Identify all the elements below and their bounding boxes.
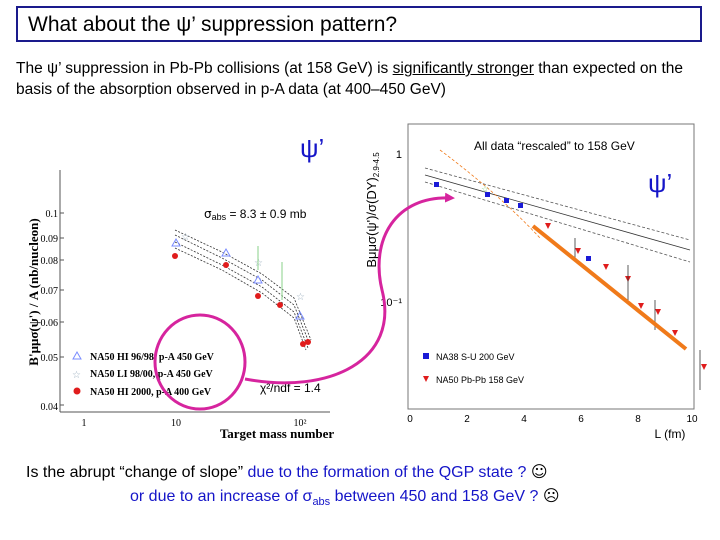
footer-line-2: or due to an increase of σabs between 45…	[130, 486, 560, 508]
left-legend-label: NA50 HI 96/98, p-A 450 GeV	[90, 352, 215, 363]
legend-dot-marker	[73, 387, 81, 395]
right-plot: Bμμσ(ψ')/σ(DY)2.9-4.5 1 10⁻¹ 0 2 4 6 8 1…	[364, 123, 707, 441]
intro-part2: than expected on the basis of the absorp…	[16, 60, 684, 98]
left-point-triangle	[171, 237, 181, 247]
right-ylabel-main: Bμμσ(ψ')/σ(DY)	[364, 177, 379, 267]
right-point-square	[434, 182, 439, 187]
left-xtick-labels: 1 10 10²	[82, 418, 307, 429]
left-sigma-label: σabs = 8.3 ± 0.9 mb	[204, 207, 307, 222]
left-legend: NA50 HI 96/98, p-A 450 GeV ☆ NA50 LI 98/…	[72, 350, 215, 398]
highlight-circle	[153, 313, 247, 411]
left-point-dot	[223, 262, 229, 268]
left-ytick-label: 0.04	[41, 402, 59, 413]
left-point-dot	[277, 302, 283, 308]
footer-line2-post: between 450 and 158 GeV ?	[330, 488, 539, 505]
left-point-dot	[255, 293, 261, 299]
right-point-square	[504, 198, 509, 203]
right-legend-label: NA38 S-U 200 GeV	[436, 352, 515, 362]
left-ytick-label: 0.06	[41, 318, 59, 329]
right-ylabel-sub: 2.9-4.5	[372, 152, 381, 177]
left-legend-label: NA50 LI 98/00, p-A 450 GeV	[90, 369, 214, 380]
left-xtick-label: 10²	[294, 418, 307, 429]
right-point-tri-down	[575, 248, 581, 254]
left-ytick-label: 0.08	[41, 256, 59, 267]
right-xtick-label: 0	[407, 414, 413, 425]
left-point-dot	[172, 253, 178, 259]
right-xtick-label: 2	[464, 414, 470, 425]
right-xtick-label: 6	[578, 414, 584, 425]
right-point-star: ☆	[481, 184, 489, 194]
left-data-points: ☆ ☆ ☆	[171, 232, 311, 347]
legend-triangle-marker	[72, 350, 82, 360]
left-ytick-label: 0.05	[41, 353, 59, 364]
right-point-square	[586, 256, 591, 261]
left-legend-label: NA50 HI 2000, p-A 400 GeV	[90, 387, 212, 398]
right-xtick-label: 10	[686, 414, 698, 425]
slide-title: What about the ψ’ suppression pattern?	[28, 13, 398, 36]
right-point-tri-down	[638, 303, 644, 309]
left-point-triangle	[221, 247, 231, 257]
left-fit-lines	[174, 229, 312, 351]
left-xtick-label: 10	[171, 418, 181, 429]
right-point-tri-down	[701, 364, 707, 370]
right-ylabel: Bμμσ(ψ')/σ(DY)2.9-4.5	[364, 152, 381, 268]
right-xtick-label: 8	[635, 414, 641, 425]
left-xlabel: Target mass number	[220, 426, 335, 441]
footer-line2-sub: abs	[312, 496, 331, 509]
left-ytick-labels: 0.1 0.09 0.08 0.07 0.06 0.05 0.04	[41, 209, 59, 413]
intro-underlined: significantly stronger	[392, 60, 534, 77]
left-chi2-label: χ²/ndf = 1.4	[260, 381, 321, 395]
footer-line1-blue: due to the formation of the QGP state ?	[247, 464, 527, 481]
magenta-arrow	[244, 192, 455, 385]
right-note: All data “rescaled” to 158 GeV	[474, 139, 635, 153]
legend-star-marker: ☆	[72, 370, 81, 381]
right-point-tri-down	[603, 264, 609, 270]
footer-line-1: Is the abrupt “change of slope” due to t…	[26, 462, 548, 482]
left-ytick-label: 0.07	[41, 286, 59, 297]
left-point-dot	[305, 339, 311, 345]
legend-square-marker	[423, 353, 429, 359]
right-ytick-label: 1	[396, 149, 402, 161]
right-xtick-labels: 0 2 4 6 8 10	[407, 414, 698, 425]
left-point-triangle	[295, 310, 305, 320]
right-point-square	[518, 203, 523, 208]
right-point-square	[485, 192, 490, 197]
right-ytick-labels: 1 10⁻¹	[380, 149, 402, 309]
right-point-tri-down	[655, 309, 661, 315]
left-plot: B'μμσ(ψ') / A (nb/nucleon) 0.1 0.09 0.08…	[26, 133, 334, 441]
left-ylabel: B'μμσ(ψ') / A (nb/nucleon)	[26, 218, 41, 365]
right-legend: NA38 S-U 200 GeV NA50 Pb-Pb 158 GeV	[423, 352, 524, 385]
intro-text: The ψ’ suppression in Pb-Pb collisions (…	[16, 58, 716, 100]
left-point-triangle	[253, 274, 263, 284]
left-point-star: ☆	[181, 232, 190, 243]
title-box: What about the ψ’ suppression pattern?	[16, 6, 702, 42]
frown-icon: ☹	[542, 486, 560, 505]
footer-line1-prefix: Is the abrupt “change of slope”	[26, 464, 248, 481]
orange-fit-line	[531, 224, 688, 351]
right-point-tri-down	[672, 330, 678, 336]
footer-line2-pre: or due to an increase of σ	[130, 488, 313, 505]
left-psi-label: ψ’	[300, 133, 324, 163]
right-psi-label: ψ’	[648, 168, 672, 198]
left-ytick-label: 0.09	[41, 234, 59, 245]
smiley-icon: ☺	[530, 462, 548, 481]
left-xtick-label: 1	[82, 418, 87, 429]
right-point-tri-down	[545, 223, 551, 229]
left-ytick-label: 0.1	[46, 209, 59, 220]
left-point-star: ☆	[296, 292, 305, 303]
legend-tri-down-marker	[423, 376, 429, 382]
left-point-dot	[300, 341, 306, 347]
right-xlabel: L (fm)	[655, 427, 686, 441]
right-xtick-label: 4	[521, 414, 527, 425]
intro-part1: The ψ’ suppression in Pb-Pb collisions (…	[16, 60, 393, 77]
right-fit-lines	[424, 149, 691, 263]
right-legend-label: NA50 Pb-Pb 158 GeV	[436, 375, 524, 385]
